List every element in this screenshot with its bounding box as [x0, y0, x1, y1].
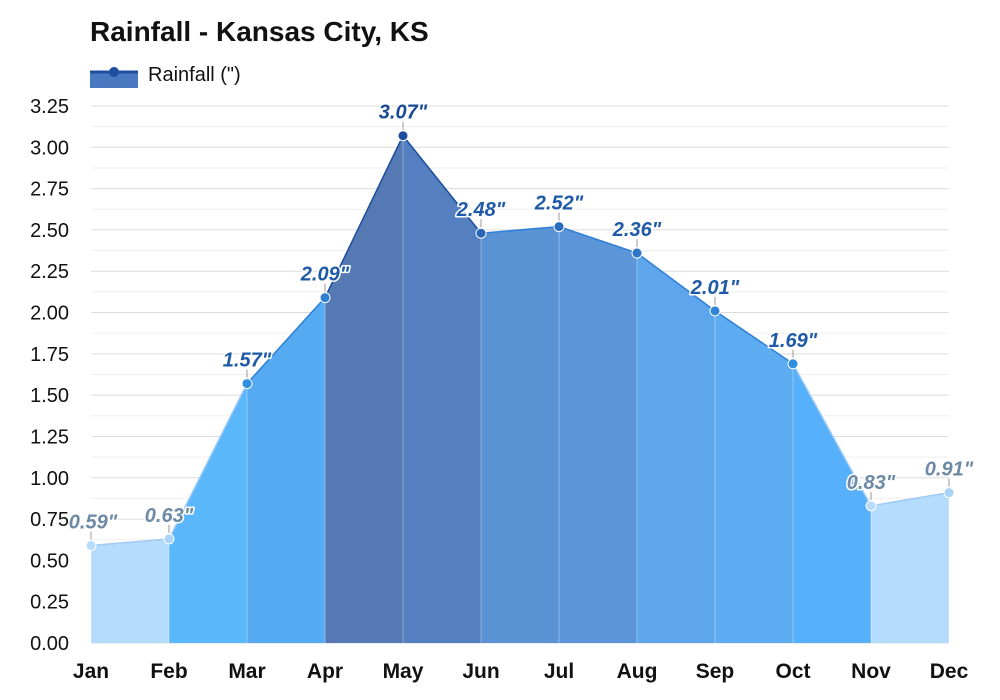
series-line-segment	[558, 225, 638, 254]
area-segment-may	[403, 135, 481, 644]
series-line-segment	[168, 383, 248, 540]
x-tick-label-jun: Jun	[462, 660, 499, 683]
y-tick-label: 0.50	[30, 550, 69, 572]
data-point-dec	[943, 487, 955, 499]
legend-label: Rainfall (")	[148, 63, 241, 86]
series-line-segment	[246, 297, 326, 385]
y-tick-label: 1.75	[30, 344, 69, 366]
area-segment-apr	[325, 135, 403, 644]
data-label-jul: 2.52"	[534, 193, 584, 215]
data-point-jan	[85, 540, 97, 552]
y-tick-label: 2.00	[30, 303, 69, 325]
x-tick-label-sep: Sep	[696, 660, 735, 683]
area-segments	[91, 135, 949, 644]
x-tick-label-feb: Feb	[150, 660, 187, 683]
series-line-segment	[402, 135, 482, 234]
data-label-aug: 2.36"	[612, 219, 662, 241]
x-tick-label-apr: Apr	[307, 660, 343, 683]
x-tick-label-nov: Nov	[851, 660, 891, 683]
series-line-segment	[714, 310, 794, 365]
data-point-may	[397, 130, 409, 142]
x-tick-label-may: May	[383, 660, 424, 683]
x-tick-label-jul: Jul	[544, 660, 574, 683]
x-tick-label-aug: Aug	[617, 660, 658, 683]
data-point-sep	[709, 305, 721, 317]
y-tick-label: 2.75	[30, 179, 69, 201]
y-tick-label: 3.00	[30, 137, 69, 159]
area-segment-nov	[871, 492, 949, 643]
y-tick-label: 3.25	[30, 96, 69, 118]
y-tick-label: 1.25	[30, 426, 69, 448]
series-line-segment	[636, 252, 716, 312]
series-line-segment	[90, 538, 170, 547]
area-segment-mar	[247, 297, 325, 643]
data-label-jan: 0.59"	[69, 512, 118, 534]
data-point-jul	[553, 221, 565, 233]
x-tick-label-jan: Jan	[73, 660, 109, 683]
data-label-sep: 2.01"	[690, 277, 740, 299]
series-line-segment	[792, 363, 872, 507]
data-label-oct: 1.69"	[769, 330, 818, 352]
y-tick-label: 2.25	[30, 261, 69, 283]
area-segment-oct	[793, 363, 871, 643]
series-line-segment	[324, 135, 404, 298]
x-tick-label-mar: Mar	[228, 660, 265, 683]
data-points	[85, 130, 955, 552]
data-label-feb: 0.63"	[145, 505, 194, 527]
series-line	[90, 135, 950, 547]
chart-title: Rainfall - Kansas City, KS	[90, 16, 429, 47]
y-tick-label: 2.50	[30, 220, 69, 242]
data-point-nov	[865, 500, 877, 512]
data-point-mar	[241, 378, 253, 390]
series-line-segment	[480, 225, 560, 234]
area-segment-feb	[169, 383, 247, 643]
area-segment-jan	[91, 538, 169, 643]
area-segment-aug	[637, 253, 715, 643]
y-tick-label: 1.50	[30, 385, 69, 407]
area-segment-jun	[481, 226, 559, 643]
data-point-oct	[787, 358, 799, 370]
month-dividers	[90, 135, 950, 643]
data-labels: 0.59" 0.63" 1.57" 2.09" 3.07" 2.48" 2.52" 2.36"…	[67, 100, 975, 540]
y-tick-label: 0.75	[30, 509, 69, 531]
x-tick-label-dec: Dec	[930, 660, 969, 683]
data-point-jun	[475, 227, 487, 239]
data-label-may: 3.07"	[379, 102, 428, 124]
data-point-feb	[163, 533, 175, 545]
legend-swatch	[90, 62, 138, 88]
x-axis-ticks: Jan Feb Mar Apr May Jun Jul Aug Sep Oct Nov Dec	[73, 660, 969, 683]
y-tick-label: 0.25	[30, 592, 69, 614]
x-tick-label-oct: Oct	[775, 660, 810, 683]
data-label-nov: 0.83"	[847, 472, 896, 494]
data-label-mar: 1.57"	[223, 350, 272, 372]
legend: Rainfall (")	[90, 60, 241, 90]
data-point-aug	[631, 247, 643, 259]
data-point-apr	[319, 292, 331, 304]
area-segment-sep	[715, 310, 793, 643]
data-label-dec: 0.91"	[925, 459, 974, 481]
series-line-segment	[870, 491, 950, 507]
data-label-apr: 2.09"	[300, 264, 350, 286]
data-label-jun: 2.48"	[456, 199, 506, 221]
y-tick-label: 1.00	[30, 468, 69, 490]
area-segment-jul	[559, 226, 637, 643]
y-tick-label: 0.00	[30, 633, 69, 655]
y-axis-ticks: 0.00 0.25 0.50 0.75 1.00 1.25 1.50 1.75 2.00 2.25…	[30, 96, 69, 655]
